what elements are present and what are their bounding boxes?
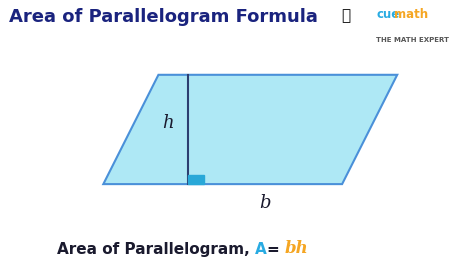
Text: THE MATH EXPERT: THE MATH EXPERT [376,37,449,43]
Polygon shape [103,75,397,184]
Text: =: = [267,242,284,257]
Text: math: math [394,8,428,21]
Text: Area of Parallelogram,: Area of Parallelogram, [57,242,255,257]
Bar [188,175,204,184]
Text: A: A [255,242,267,257]
Text: cue: cue [377,8,400,21]
Text: h: h [162,114,173,132]
Text: b: b [259,194,271,212]
Text: 🚀: 🚀 [341,8,350,23]
Text: Area of Parallelogram Formula: Area of Parallelogram Formula [9,8,319,26]
Text: bh: bh [284,240,309,257]
